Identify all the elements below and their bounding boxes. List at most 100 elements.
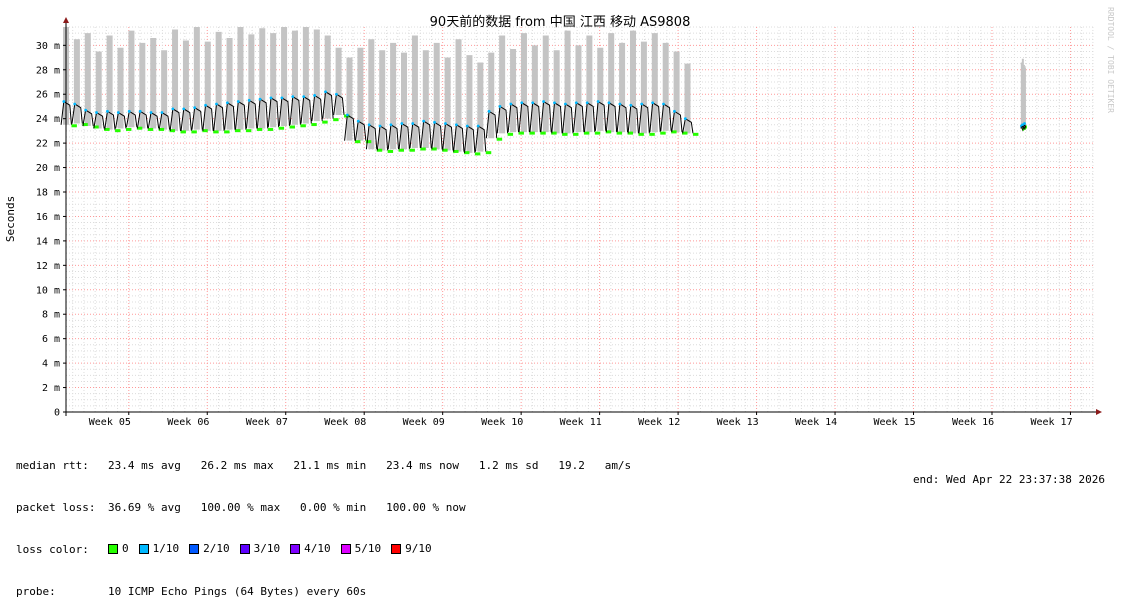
loss-marker-1 — [520, 101, 524, 105]
median-line — [202, 104, 214, 131]
median-line — [278, 97, 291, 127]
loss-marker-1 — [683, 117, 687, 121]
median-line — [551, 101, 563, 134]
x-tick-label: Week 10 — [481, 417, 523, 428]
loss-marker-1 — [62, 100, 66, 103]
loss-marker-1 — [291, 95, 295, 99]
legend-row-packet-loss: packet loss: 36.69 % avg 100.00 % max 0.… — [16, 501, 631, 515]
loss-marker-1 — [269, 96, 273, 100]
loss-marker-1 — [335, 92, 338, 96]
loss-marker-1 — [476, 124, 480, 128]
smoke-layer — [63, 27, 1026, 153]
loss-color-item: 2/10 — [189, 542, 230, 556]
median-line — [333, 93, 345, 116]
y-tick-label: 22 m — [36, 139, 60, 150]
y-tick-label: 12 m — [36, 261, 60, 272]
y-tick-label: 16 m — [36, 212, 60, 223]
median-line — [431, 121, 443, 150]
median-line — [605, 101, 618, 133]
loss-color-label: 2/10 — [203, 542, 230, 555]
loss-marker-1 — [651, 101, 655, 105]
loss-marker-1 — [324, 90, 327, 94]
legend-text: 36.69 % avg 100.00 % max 0.00 % min 100.… — [108, 501, 466, 514]
loss-color-swatch — [138, 544, 149, 554]
loss-marker-1 — [585, 101, 589, 105]
median-layer — [60, 90, 1027, 156]
median-line — [485, 110, 498, 139]
loss-marker-1 — [378, 124, 382, 128]
median-line — [289, 95, 301, 125]
x-tick-label: Week 13 — [717, 417, 759, 428]
median-line — [573, 101, 585, 133]
y-tick-label: 26 m — [36, 90, 60, 101]
median-line — [311, 94, 323, 122]
loss-color-item: 9/10 — [391, 542, 432, 556]
median-line — [322, 90, 334, 119]
loss-marker-1 — [531, 101, 535, 105]
median-line — [594, 100, 607, 131]
loss-marker-1 — [247, 98, 251, 102]
axes-layer — [63, 17, 1102, 416]
loss-color-swatch — [189, 544, 200, 554]
legend-key: median rtt: — [16, 459, 89, 472]
loss-color-label: 9/10 — [405, 542, 432, 555]
loss-marker-1 — [629, 103, 633, 107]
median-line — [245, 99, 258, 129]
median-line — [256, 98, 269, 129]
loss-color-label: 1/10 — [152, 542, 180, 555]
loss-marker-1 — [106, 109, 109, 113]
x-axis-arrow — [1096, 409, 1102, 415]
loss-marker-1 — [171, 107, 175, 111]
loss-marker-1 — [673, 109, 676, 113]
median-line — [180, 108, 192, 131]
loss-color-swatch — [239, 544, 250, 554]
median-line — [126, 110, 138, 128]
loss-marker-1 — [542, 100, 545, 103]
loss-marker-1 — [1023, 122, 1026, 125]
median-line — [649, 101, 661, 133]
median-line — [147, 111, 160, 129]
y-tick-label: 8 m — [42, 310, 60, 321]
loss-marker-1 — [280, 96, 284, 100]
loss-color-label: 4/10 — [304, 542, 331, 555]
median-line — [496, 105, 509, 134]
x-tick-label: Week 12 — [638, 417, 680, 428]
loss-color-label: 5/10 — [354, 542, 382, 555]
median-line — [224, 101, 236, 130]
loss-marker-1 — [509, 102, 513, 106]
rrdtool-credit: RRDTOOL / TOBI OETIKER — [1106, 7, 1115, 113]
loss-marker-1 — [640, 102, 644, 106]
y-axis-label: Seconds — [4, 196, 17, 242]
x-tick-label: Week 14 — [795, 417, 837, 428]
median-line — [638, 103, 650, 134]
loss-color-swatch — [290, 544, 301, 554]
median-line — [464, 125, 476, 153]
loss-marker-1 — [454, 123, 458, 127]
legend-key: probe: — [16, 585, 56, 598]
median-line — [660, 103, 672, 131]
loss-marker-1 — [400, 122, 404, 125]
median-line — [671, 110, 683, 133]
x-tick-label: Week 17 — [1030, 417, 1072, 428]
y-tick-label: 4 m — [42, 359, 60, 370]
x-tick-label: Week 06 — [167, 417, 209, 428]
median-line — [616, 103, 629, 133]
loss-color-item: 4/10 — [290, 542, 331, 556]
loss-marker-1 — [596, 100, 600, 103]
x-tick-label: Week 08 — [324, 417, 366, 428]
median-line — [344, 114, 356, 141]
loss-marker-1 — [84, 108, 88, 112]
loss-marker-1 — [367, 123, 371, 127]
loss-marker-1 — [487, 109, 491, 113]
median-line — [82, 109, 94, 127]
loss-color-swatch — [340, 544, 351, 554]
y-tick-label: 30 m — [36, 41, 60, 52]
median-line — [235, 100, 247, 130]
median-line — [583, 101, 596, 133]
loss-marker-1 — [204, 103, 207, 107]
loss-marker-1 — [182, 107, 186, 111]
legend-key: packet loss: — [16, 501, 96, 514]
y-tick-label: 0 — [54, 408, 60, 419]
legend-row-median-rtt: median rtt: 23.4 ms avg 26.2 ms max 21.1… — [16, 459, 631, 473]
legend-row-probe: probe: 10 ICMP Echo Pings (64 Bytes) eve… — [16, 585, 631, 599]
